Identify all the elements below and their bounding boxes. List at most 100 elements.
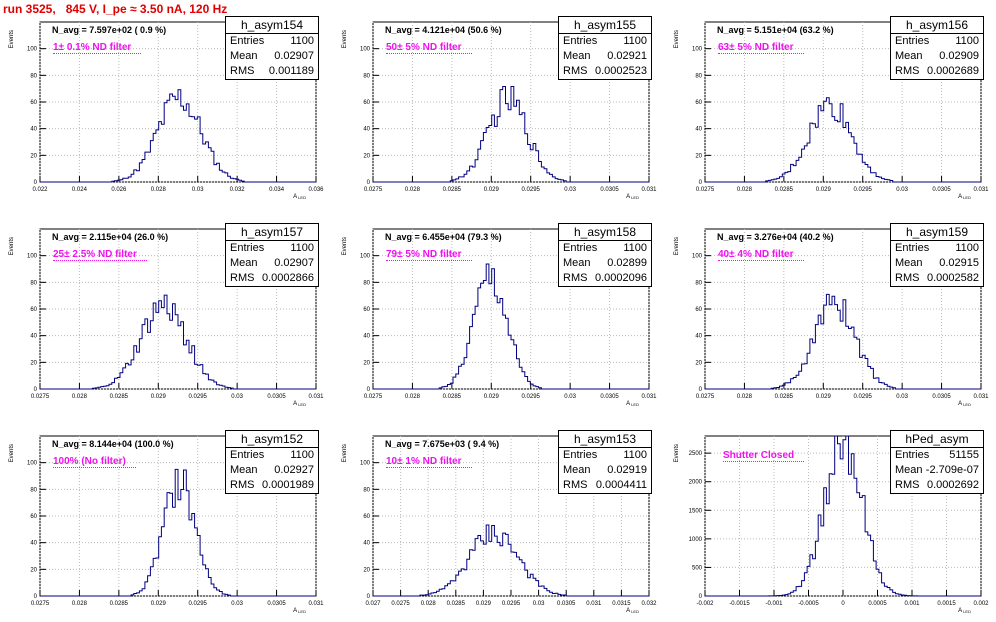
stat-value: 0.0001989	[262, 479, 314, 491]
stat-value: 1100	[955, 242, 979, 254]
stat-entries: Entries 51155	[891, 448, 983, 463]
x-tick-label: 0.034	[269, 187, 285, 193]
stats-box: h_asym159 Entries 1100 Mean 0.02915 RMS 0.0002…	[890, 223, 984, 287]
x-axis-label: A LED	[293, 608, 306, 614]
y-tick-label: 80	[30, 487, 37, 493]
y-tick-label: 100	[360, 47, 371, 53]
stat-rms: RMS 0.0002692	[891, 478, 983, 493]
y-tick-label: 100	[360, 254, 371, 260]
x-tick-label: 0.0275	[696, 187, 715, 193]
stat-rms: RMS 0.001189	[226, 64, 318, 79]
histogram-series	[705, 293, 981, 390]
stat-mean: Mean 0.02919	[559, 463, 651, 478]
stat-label: Mean	[563, 464, 591, 476]
stat-value: 0.02921	[607, 50, 647, 62]
stat-value: 0.0002582	[927, 272, 979, 284]
y-axis-label: Events	[674, 444, 680, 462]
stat-label: RMS	[230, 65, 255, 77]
histogram-title: h_asym159	[891, 224, 983, 241]
y-tick-label: 60	[363, 307, 370, 313]
n-avg-label: N_avg = 2.115e+04 (26.0 %)	[52, 232, 169, 242]
y-axis-label: Events	[9, 237, 15, 255]
stat-entries: Entries 1100	[226, 448, 318, 463]
stat-value: 0.0002692	[927, 479, 979, 491]
stat-label: Mean	[230, 464, 258, 476]
x-tick-label: 0.0305	[267, 601, 286, 607]
x-tick-label: 0.028	[151, 187, 167, 193]
x-tick-label: 0.031	[586, 601, 602, 607]
stat-value: 1100	[623, 242, 647, 254]
stats-box: h_asym156 Entries 1100 Mean 0.02909 RMS 0.0002…	[890, 16, 984, 80]
x-tick-label: 0.03	[896, 187, 908, 193]
y-tick-label: 60	[695, 307, 702, 313]
stat-value: 51155	[949, 449, 979, 461]
stat-value: 1100	[290, 35, 314, 47]
y-tick-label: 100	[27, 47, 38, 53]
y-tick-label: 80	[30, 280, 37, 286]
x-axis-label: A LED	[626, 608, 639, 614]
stat-entries: Entries 1100	[559, 448, 651, 463]
y-tick-label: 100	[27, 254, 38, 260]
x-axis-label: A LED	[293, 401, 306, 407]
y-tick-label: 100	[692, 47, 703, 53]
y-tick-label: 80	[363, 280, 370, 286]
histogram-series	[373, 263, 649, 390]
histogram-title: h_asym157	[226, 224, 318, 241]
stat-label: Entries	[895, 242, 930, 254]
histogram-series	[40, 294, 316, 390]
x-tick-label: 0.0305	[600, 394, 619, 400]
x-tick-label: 0.0295	[502, 601, 521, 607]
n-avg-label: N_avg = 7.675e+03 ( 9.4 %)	[385, 439, 500, 449]
stat-rms: RMS 0.0002866	[226, 271, 318, 286]
stat-label: Entries	[230, 35, 265, 47]
x-tick-label: 0.031	[973, 394, 989, 400]
y-tick-label: 0	[699, 594, 703, 600]
x-axis-label: A LED	[626, 401, 639, 407]
stat-mean: Mean 0.02899	[559, 256, 651, 271]
x-tick-label: 0.031	[308, 601, 324, 607]
stat-value: 0.02907	[274, 257, 314, 269]
x-tick-label: 0.0315	[612, 601, 631, 607]
x-tick-label: 0.03	[533, 601, 545, 607]
stat-rms: RMS 0.0002689	[891, 64, 983, 79]
x-tick-label: 0.0285	[775, 394, 794, 400]
histogram-series	[705, 435, 981, 597]
x-tick-label: 0.0015	[937, 601, 956, 607]
stat-label: Entries	[563, 35, 598, 47]
stats-box: h_asym154 Entries 1100 Mean 0.02907 RMS 0.0011…	[225, 16, 319, 80]
y-tick-label: 20	[363, 567, 370, 573]
x-tick-label: -0.0015	[729, 601, 750, 607]
x-tick-label: 0.001	[904, 601, 920, 607]
n-avg-label: N_avg = 7.597e+02 ( 0.9 %)	[52, 25, 167, 35]
stat-label: RMS	[563, 65, 588, 77]
x-axis-label: A LED	[958, 194, 971, 200]
x-tick-label: 0.029	[484, 187, 500, 193]
x-tick-label: 0.0285	[110, 601, 129, 607]
stat-entries: Entries 1100	[891, 241, 983, 256]
histogram-series	[705, 97, 981, 183]
stat-label: Entries	[895, 449, 930, 461]
x-tick-label: 0.029	[816, 394, 832, 400]
y-tick-label: 500	[692, 565, 703, 571]
x-tick-label: 0.028	[405, 394, 421, 400]
stat-rms: RMS 0.0001989	[226, 478, 318, 493]
x-tick-label: 0.03	[231, 601, 243, 607]
stat-mean: Mean 0.02927	[226, 463, 318, 478]
stat-value: 1100	[623, 449, 647, 461]
y-tick-label: 40	[30, 541, 37, 547]
x-tick-label: 0.028	[72, 394, 88, 400]
histogram-series	[40, 89, 316, 183]
stat-entries: Entries 1100	[226, 241, 318, 256]
stats-box: h_asym158 Entries 1100 Mean 0.02899 RMS 0.0002…	[558, 223, 652, 287]
stat-label: Mean	[563, 257, 591, 269]
x-tick-label: 0.028	[737, 394, 753, 400]
x-tick-label: 0	[841, 601, 845, 607]
filter-label: 79± 5% ND filter	[386, 249, 471, 261]
x-tick-label: 0.0005	[868, 601, 887, 607]
y-tick-label: 100	[27, 461, 38, 467]
x-tick-label: 0.0285	[775, 187, 794, 193]
y-tick-label: 60	[30, 100, 37, 106]
stat-label: Mean	[895, 464, 923, 476]
x-tick-label: 0.028	[72, 601, 88, 607]
y-tick-label: 1500	[689, 508, 703, 514]
